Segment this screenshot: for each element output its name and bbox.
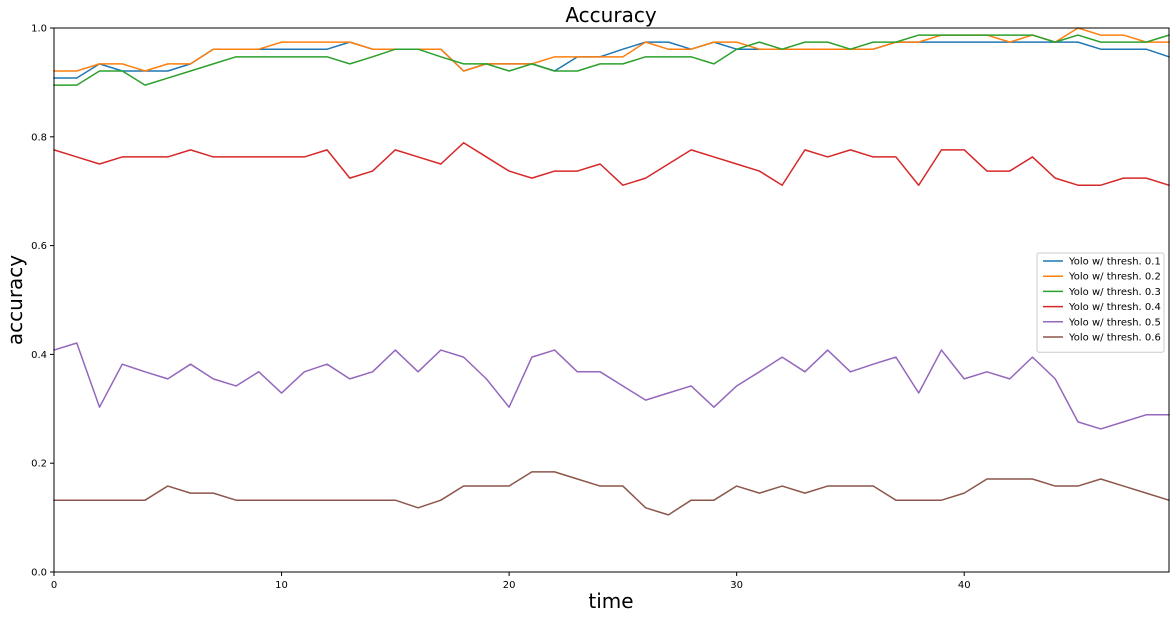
legend-box xyxy=(1036,252,1165,353)
x-tick-label: 40 xyxy=(958,580,971,591)
series-line-3 xyxy=(53,34,1170,86)
y-tick-label: 0.4 xyxy=(31,350,47,361)
y-tick-label: 0.2 xyxy=(31,459,47,470)
y-tick-label: 1.0 xyxy=(31,24,47,35)
x-tick-label: 10 xyxy=(275,580,288,591)
plot-area-frame xyxy=(53,27,1170,573)
series-line-4 xyxy=(53,142,1170,187)
y-tick-label: 0.6 xyxy=(31,241,47,252)
legend-label: Yolo w/ thresh. 0.6 xyxy=(1068,333,1161,344)
legend-label: Yolo w/ thresh. 0.2 xyxy=(1068,272,1161,283)
x-tick-label: 30 xyxy=(730,580,743,591)
x-axis-ticks: 0 10 20 30 40 xyxy=(51,572,971,591)
series-lines xyxy=(53,27,1170,516)
y-axis-ticks: 0.0 0.2 0.4 0.6 0.8 1.0 xyxy=(31,24,54,579)
y-tick-label: 0.0 xyxy=(31,568,47,579)
legend-label: Yolo w/ thresh. 0.4 xyxy=(1068,302,1161,313)
legend-label: Yolo w/ thresh. 0.1 xyxy=(1068,257,1161,268)
y-axis-title: accuracy xyxy=(3,255,27,345)
legend: Yolo w/ thresh. 0.1 Yolo w/ thresh. 0.2 Yo… xyxy=(1036,252,1165,353)
chart-title: Accuracy xyxy=(565,3,656,27)
legend-label: Yolo w/ thresh. 0.5 xyxy=(1068,317,1161,328)
x-axis-title: time xyxy=(588,589,633,613)
x-tick-label: 0 xyxy=(51,580,57,591)
y-tick-label: 0.8 xyxy=(31,132,47,143)
series-line-6 xyxy=(53,471,1170,516)
legend-label: Yolo w/ thresh. 0.3 xyxy=(1068,287,1161,298)
series-line-5 xyxy=(53,342,1170,430)
x-tick-label: 20 xyxy=(503,580,516,591)
